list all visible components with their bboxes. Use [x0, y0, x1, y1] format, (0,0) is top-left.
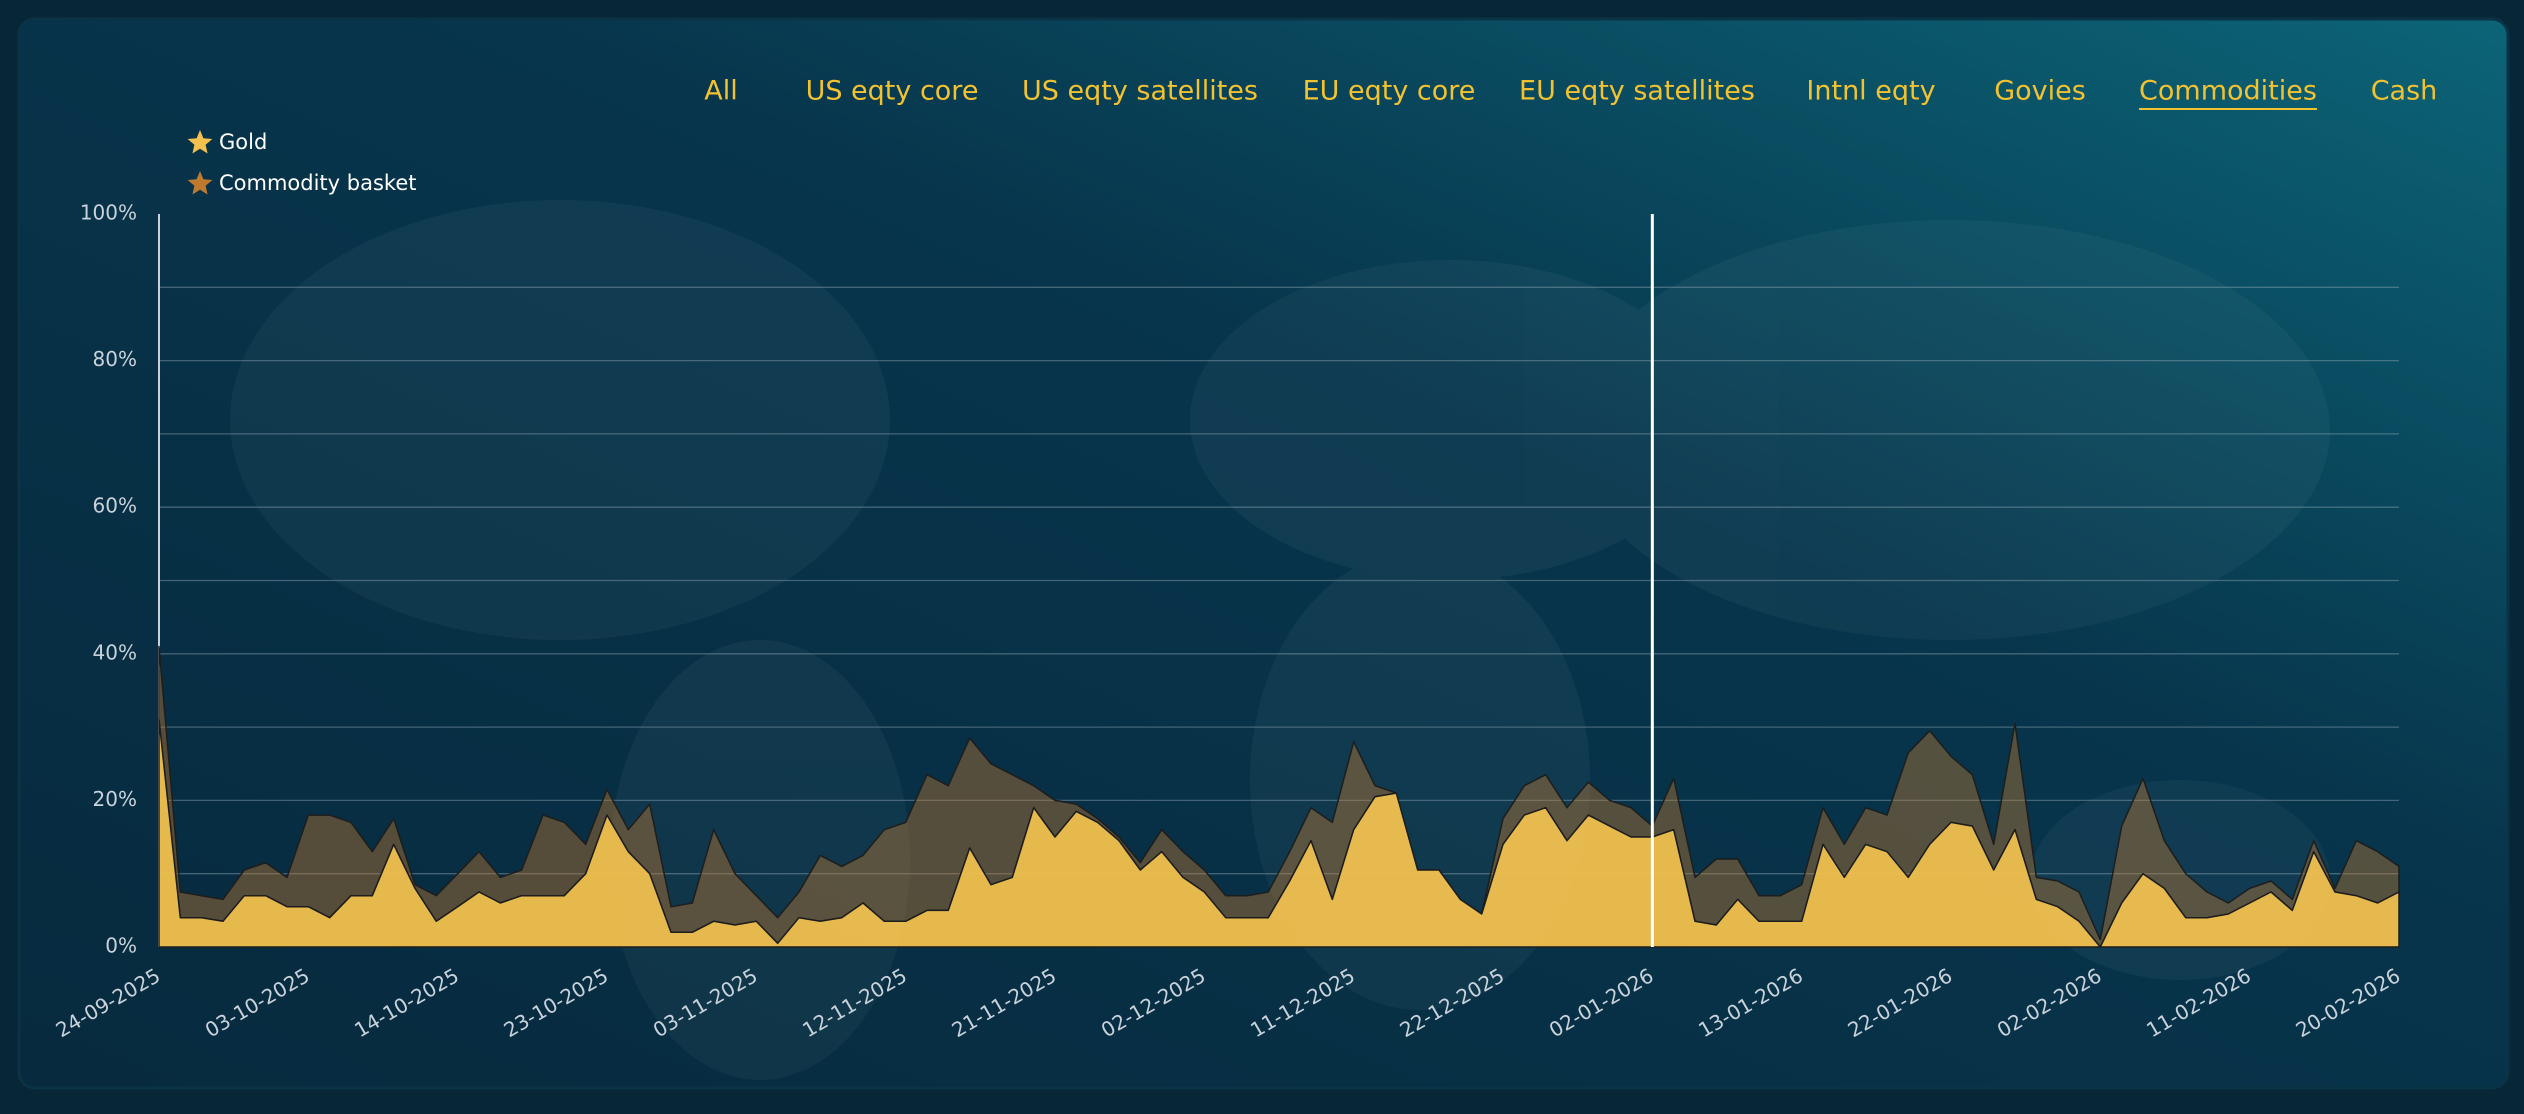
y-tick-label: 60%: [93, 494, 137, 518]
nav-bar: All US eqty core US eqty satellites EU eqty…: [704, 76, 2437, 110]
nav-tab[interactable]: Govies: [1994, 76, 2086, 107]
nav-tab[interactable]: Cash: [2371, 76, 2438, 107]
legend-label: Gold: [219, 130, 267, 154]
y-tick-label: 0%: [105, 934, 137, 958]
nav-tab[interactable]: US eqty core: [806, 76, 979, 107]
nav-tab[interactable]: US eqty satellites: [1022, 76, 1258, 107]
nav-tab[interactable]: Intnl eqty: [1806, 76, 1935, 107]
nav-tab[interactable]: EU eqty core: [1303, 76, 1476, 107]
legend-star: [187, 130, 213, 154]
legend-star: [187, 171, 213, 195]
legend-label: Commodity basket: [219, 171, 416, 195]
nav-tab[interactable]: All: [704, 76, 737, 107]
y-tick-label: 40%: [93, 640, 137, 664]
area-0: [158, 719, 2400, 948]
panel: [17, 17, 2510, 1090]
world-map: [230, 200, 2330, 1080]
nav-tab[interactable]: EU eqty satellites: [1519, 76, 1755, 107]
y-tick-label: 20%: [93, 787, 137, 811]
y-tick-label: 100%: [80, 201, 137, 225]
y-tick-label: 80%: [93, 347, 137, 371]
nav-tab[interactable]: Commodities: [2139, 76, 2317, 107]
